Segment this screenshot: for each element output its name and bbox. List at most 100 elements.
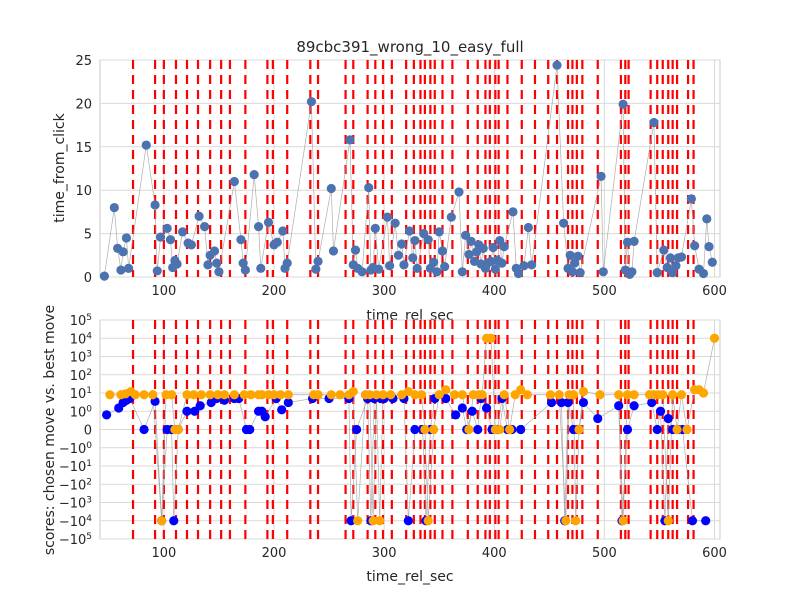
- top-points: [99, 60, 717, 281]
- bottom-best-point: [257, 390, 267, 400]
- top-point: [690, 241, 700, 251]
- bottom-y-tick-label: −103: [59, 496, 92, 512]
- top-point: [186, 240, 197, 250]
- bottom-best-point: [522, 390, 532, 400]
- bottom-best-point: [554, 390, 564, 400]
- top-point: [676, 252, 687, 262]
- bottom-best-point: [434, 390, 444, 400]
- top-point: [423, 235, 433, 245]
- bottom-chosen-point: [260, 412, 270, 422]
- top-point: [559, 218, 569, 228]
- top-point: [446, 212, 456, 222]
- top-point: [194, 211, 204, 221]
- top-point: [686, 194, 696, 204]
- bottom-x-tick-label: 400: [482, 546, 507, 561]
- top-point: [249, 169, 259, 180]
- top-point: [393, 250, 404, 260]
- top-y-tick-label: 5: [84, 228, 92, 243]
- bottom-y-axis-label: scores: chosen move vs. best move: [42, 305, 58, 555]
- bottom-chosen-point: [614, 401, 624, 411]
- top-point: [150, 200, 160, 210]
- top-point: [497, 258, 507, 268]
- top-point: [116, 265, 126, 275]
- bottom-chosen-point: [629, 401, 639, 411]
- bottom-best-point: [423, 516, 433, 526]
- bottom-chosen-point: [701, 516, 711, 526]
- bottom-best-point: [486, 333, 496, 343]
- bottom-best-point: [495, 424, 505, 435]
- bottom-y-tick-label: −105: [59, 532, 92, 548]
- top-point: [328, 246, 339, 256]
- bottom-best-point: [698, 388, 709, 398]
- top-point: [256, 263, 266, 273]
- top-point: [253, 222, 264, 232]
- bottom-best-point: [578, 386, 589, 397]
- bottom-best-point: [709, 333, 720, 343]
- top-point: [390, 218, 400, 228]
- top-point: [141, 140, 151, 150]
- top-point: [272, 237, 282, 247]
- bottom-best-point: [477, 390, 487, 400]
- top-point: [567, 267, 578, 277]
- bottom-best-point: [139, 390, 149, 400]
- top-y-tick-label: 0: [84, 271, 92, 286]
- bottom-chosen-point: [102, 410, 112, 420]
- top-point: [457, 267, 467, 277]
- top-point: [118, 247, 128, 257]
- bottom-chosen-point: [663, 413, 673, 424]
- top-point: [629, 236, 639, 247]
- bottom-x-tick-labels: 100 200 300 400 500 600: [151, 546, 726, 561]
- bottom-chosen-point: [593, 413, 603, 424]
- bottom-x-axis-label: time_rel_sec: [366, 569, 453, 585]
- top-point: [565, 250, 575, 260]
- bottom-chosen-point: [277, 405, 287, 415]
- bottom-chosen-point: [563, 397, 573, 408]
- bottom-best-point: [283, 390, 293, 400]
- bottom-best-point: [595, 390, 605, 400]
- bottom-best-point: [182, 390, 192, 400]
- top-point: [357, 267, 367, 277]
- bottom-chosen-point: [578, 397, 589, 408]
- top-point: [434, 227, 444, 237]
- bottom-best-point: [348, 386, 358, 397]
- bottom-best-point: [464, 424, 474, 435]
- top-point: [311, 264, 321, 274]
- bottom-chosen-point: [655, 406, 666, 416]
- top-y-tick-label: 10: [75, 184, 92, 199]
- bottom-best-point: [618, 516, 628, 526]
- bottom-best-point: [410, 390, 420, 400]
- bottom-chosen-point: [647, 397, 657, 408]
- bottom-y-tick-label: −104: [59, 514, 92, 530]
- top-point: [236, 235, 246, 245]
- bottom-best-point: [676, 390, 687, 400]
- bottom-best-point: [622, 390, 633, 400]
- top-point: [659, 245, 669, 255]
- bottom-best-point: [672, 424, 682, 435]
- bottom-chosen-point: [481, 403, 492, 413]
- top-point: [573, 251, 583, 261]
- top-point: [326, 183, 336, 194]
- bottom-chosen-point: [351, 424, 362, 435]
- bottom-best-point: [371, 390, 382, 400]
- bottom-best-point: [450, 390, 460, 400]
- top-point: [209, 246, 220, 256]
- top-point: [345, 135, 355, 145]
- top-point: [488, 242, 498, 253]
- bottom-best-point: [375, 516, 385, 526]
- bottom-best-point: [157, 516, 167, 526]
- top-point: [278, 226, 288, 236]
- bottom-y-tick-label: 104: [70, 331, 93, 347]
- bottom-best-point: [561, 516, 571, 526]
- top-point: [282, 258, 292, 268]
- top-point: [177, 227, 188, 237]
- bottom-chosen-point: [652, 424, 662, 435]
- bottom-best-point: [629, 390, 639, 400]
- bottom-chosen-point: [346, 516, 356, 526]
- bottom-best-point: [148, 390, 158, 400]
- top-x-tick-label: 600: [702, 284, 727, 299]
- top-point: [652, 268, 662, 278]
- top-point: [596, 171, 606, 181]
- top-point: [399, 260, 409, 270]
- bottom-best-point: [416, 390, 427, 400]
- bottom-points: [102, 333, 720, 526]
